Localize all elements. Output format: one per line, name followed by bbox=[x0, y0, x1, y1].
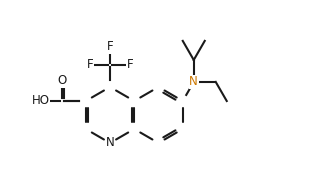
Text: F: F bbox=[87, 58, 93, 71]
Text: N: N bbox=[106, 137, 115, 149]
Text: F: F bbox=[107, 40, 113, 54]
Text: O: O bbox=[57, 74, 66, 87]
Text: N: N bbox=[189, 76, 198, 89]
Text: HO: HO bbox=[32, 95, 50, 108]
Text: F: F bbox=[127, 58, 133, 71]
